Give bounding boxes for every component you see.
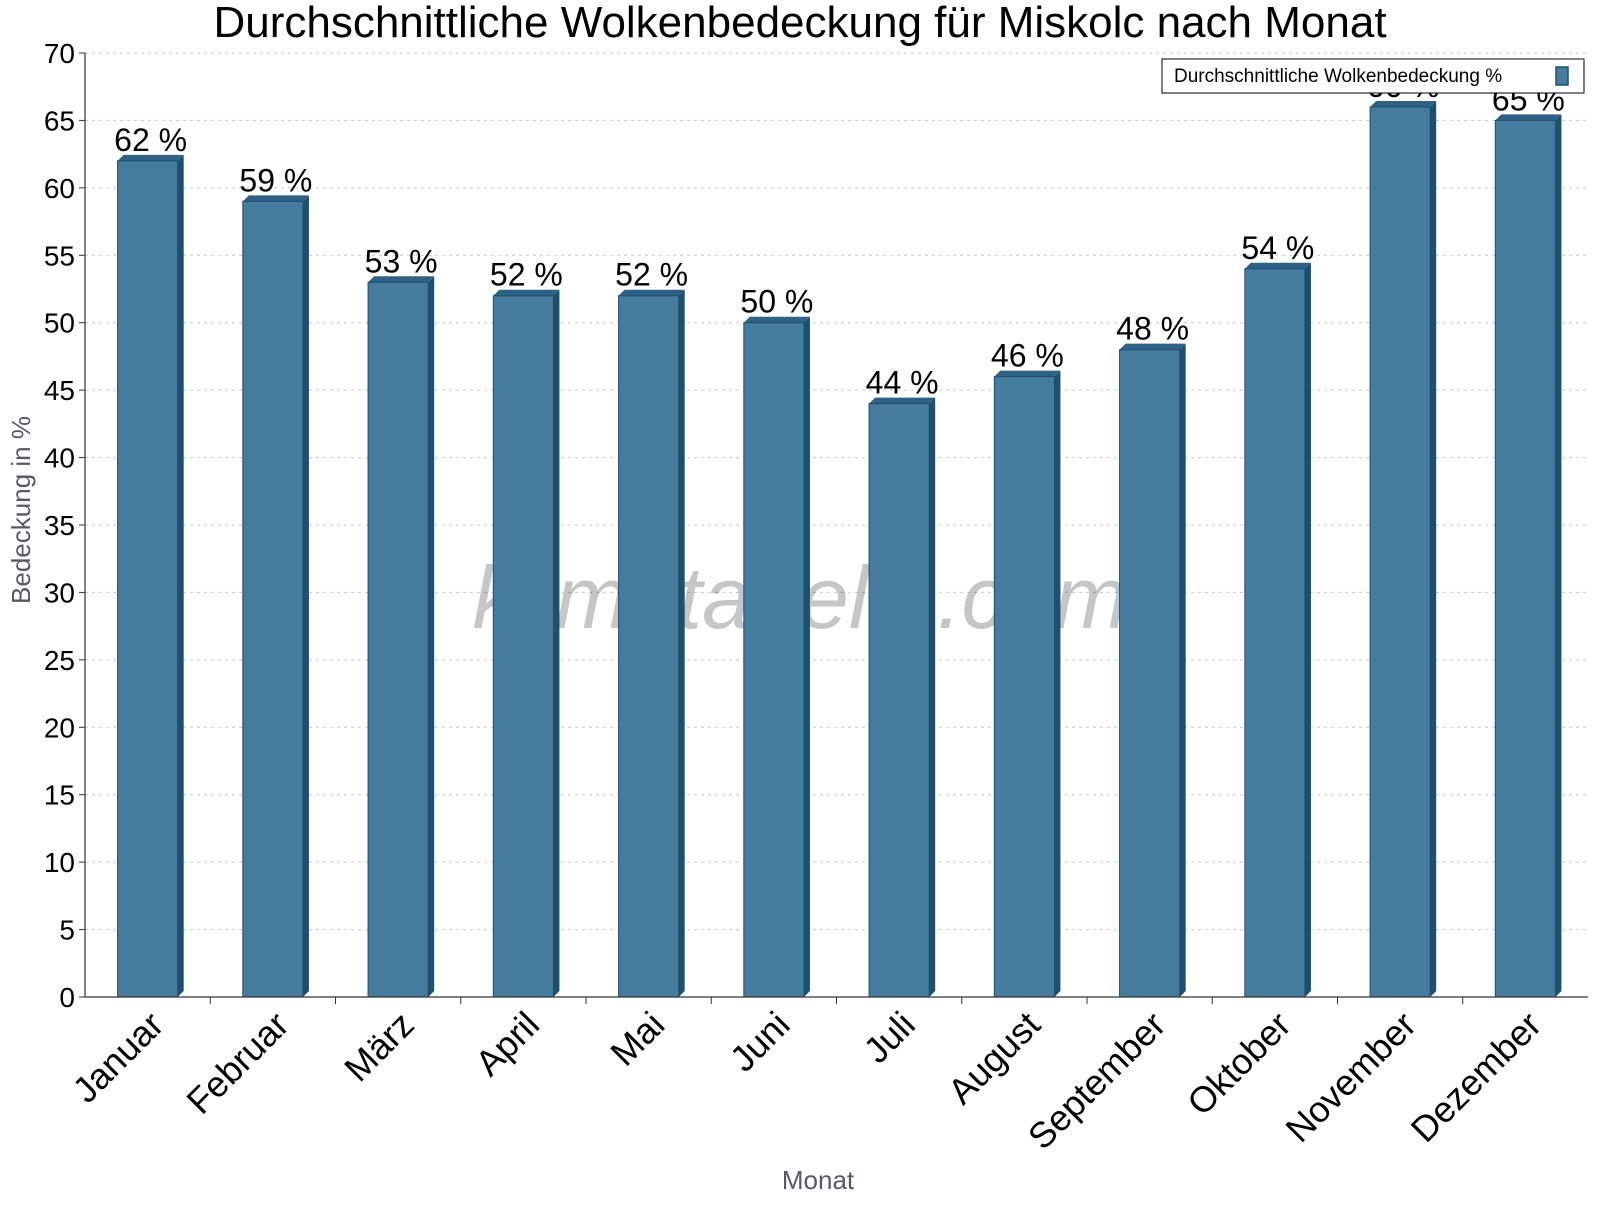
legend-swatch [1555,66,1569,86]
data-label: 52 % [615,257,688,293]
x-tick-label: Juni [722,1004,798,1080]
data-label: 46 % [991,338,1064,374]
y-tick-label: 60 [44,173,75,204]
data-label: 53 % [365,243,438,279]
bar-september [1119,343,1186,998]
x-tick-label: Dezember [1403,1004,1549,1150]
bar-top [1119,343,1186,350]
labels-layer: 62 % 59 % 53 % 52 % 52 % 50 % 44 % 46 % 48 % 54 %… [114,68,1565,401]
data-label: 44 % [866,365,939,401]
data-label: 48 % [1116,311,1189,347]
y-tick-label: 0 [59,982,75,1013]
grid-layer [85,52,1588,931]
data-label: 52 % [490,257,563,293]
y-tick-label: 30 [44,577,75,608]
bar-side [177,154,184,997]
y-tick-label: 55 [44,240,75,271]
bar [367,281,429,998]
bar-januar [117,154,184,998]
legend-box [1161,58,1585,94]
x-tick-label: Juli [856,1004,923,1071]
bar-juni [743,316,810,998]
bar-top [117,154,184,161]
bar-side [803,316,810,997]
x-tick-label: September [1020,1004,1174,1158]
bar [743,322,805,998]
legend-label: Durchschnittliche Wolkenbedeckung % [1174,66,1502,87]
y-tick-label: 45 [44,375,75,406]
x-tick-label: Mai [602,1004,672,1074]
bar-side [553,289,560,997]
bar-side [428,276,435,997]
bar-dezember [1494,114,1562,998]
bar [492,295,554,998]
y-tick-label: 25 [44,645,75,676]
bar-side [302,195,309,998]
bar-juli [868,397,936,998]
x-tick-label: August [940,1004,1048,1112]
data-label: 62 % [114,122,187,158]
x-axis-label: Monat [782,1165,855,1195]
bar-november [1369,100,1437,998]
bar-top [994,370,1061,377]
y-tick-label: 70 [44,38,75,69]
bar-side [1304,262,1311,997]
x-tick-label: April [467,1004,547,1084]
bar-top [1244,262,1311,269]
x-tick-label: Oktober [1179,1004,1299,1124]
bar-top [618,289,685,296]
bar-top [1495,114,1562,121]
bar-side [678,289,685,997]
bar [1369,106,1431,998]
bar-side [1430,100,1437,997]
bar-märz [367,276,435,998]
bar-side [1555,114,1562,997]
bar-top [869,397,936,404]
y-tick-label: 35 [44,510,75,541]
bar [868,403,930,998]
bar-februar [242,195,309,998]
bar [1119,349,1181,998]
bar-top [242,195,309,202]
bar-side [1054,370,1061,998]
bar-mai [618,289,685,998]
bar-top [493,289,560,296]
y-tick-label: 65 [44,105,75,136]
x-tick-label: Januar [64,1004,171,1111]
bar-side [929,397,936,998]
bar-april [492,289,560,998]
bar [993,376,1055,998]
data-label: 59 % [239,162,312,198]
bar [618,295,680,998]
bar-side [1179,343,1186,998]
bar-top [368,276,435,283]
bar-top [743,316,810,323]
data-label: 50 % [740,284,813,320]
bar [117,160,179,998]
y-tick-label: 15 [44,780,75,811]
y-axis-label: Bedeckung in % [6,416,36,604]
y-tick-label: 40 [44,443,75,474]
legend: Durchschnittliche Wolkenbedeckung % [1161,58,1585,94]
chart-title: Durchschnittliche Wolkenbedeckung für Mi… [213,0,1386,47]
y-tick-label: 10 [44,847,75,878]
bar-top [1370,100,1437,107]
y-tick-label: 5 [59,915,75,946]
bar-oktober [1244,262,1311,998]
bar [1244,268,1306,998]
bar [1494,119,1556,998]
x-tick-label: März [336,1004,422,1090]
bar-august [993,370,1061,998]
data-label: 54 % [1241,230,1314,266]
bar [242,200,304,998]
x-tick-label: November [1277,1004,1423,1150]
y-tick-label: 20 [44,712,75,743]
y-tick-label: 50 [44,308,75,339]
x-tick-label: Februar [178,1004,296,1122]
